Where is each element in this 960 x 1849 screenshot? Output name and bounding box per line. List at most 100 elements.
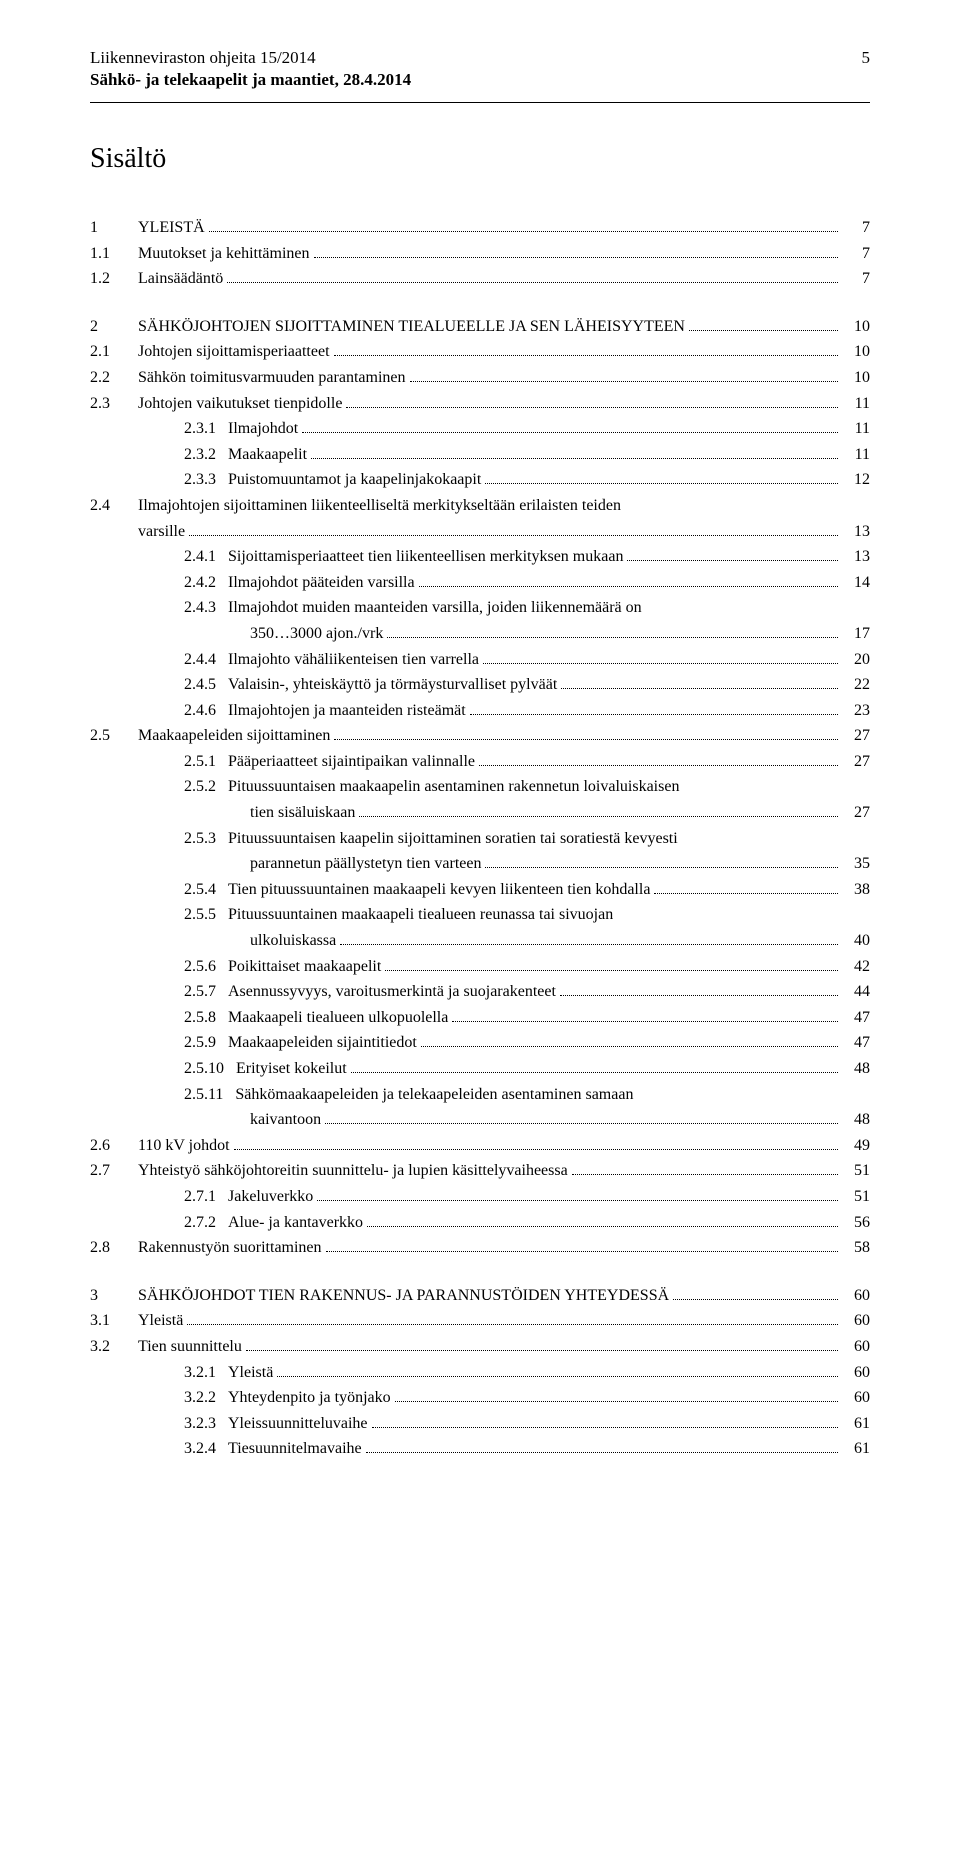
toc-label: tien sisäluiskaan: [250, 800, 355, 826]
toc-entry: 2.4.2 Ilmajohdot pääteiden varsilla 14: [90, 570, 870, 596]
toc-page: 20: [842, 647, 870, 673]
toc-label: Maakaapeleiden sijaintitiedot: [228, 1030, 417, 1056]
header-doc-title: Liikenneviraston ohjeita 15/2014: [90, 48, 316, 68]
toc-label: ulkoluiskassa: [250, 928, 336, 954]
toc-entry: 2.4.4 Ilmajohto vähäliikenteisen tien va…: [90, 647, 870, 673]
toc-page: 35: [842, 851, 870, 877]
toc-dots: [311, 443, 838, 459]
toc-entry: 2.5.10 Erityiset kokeilut 48: [90, 1056, 870, 1082]
toc-entry: 2.5.8 Maakaapeli tiealueen ulkopuolella …: [90, 1005, 870, 1031]
toc-page: 40: [842, 928, 870, 954]
toc-dots: [485, 852, 838, 868]
toc-num: 1.2: [90, 266, 138, 292]
toc-label: SÄHKÖJOHDOT TIEN RAKENNUS- JA PARANNUSTÖ…: [138, 1283, 669, 1309]
toc-dots: [302, 417, 838, 433]
toc-num: 2.3.2: [90, 442, 228, 468]
toc-entry: 3.2.1 Yleistä 60: [90, 1360, 870, 1386]
toc-num: 2.4.4: [90, 647, 228, 673]
toc-dots: [346, 392, 838, 408]
toc-page: 7: [842, 241, 870, 267]
toc-entry: 2.5.6 Poikittaiset maakaapelit 42: [90, 954, 870, 980]
toc-num: 3.2.3: [90, 1411, 228, 1437]
toc-label: Puistomuuntamot ja kaapelinjakokaapit: [228, 467, 481, 493]
toc-label: kaivantoon: [250, 1107, 321, 1133]
toc-num: 2.3.1: [90, 416, 228, 442]
toc-entry: 2.6 110 kV johdot 49: [90, 1133, 870, 1159]
page-number: 5: [862, 48, 871, 68]
toc-label: Yleistä: [228, 1360, 273, 1386]
toc-label: Yhteydenpito ja työnjako: [228, 1385, 391, 1411]
toc-num: 2.1: [90, 339, 138, 365]
toc-entry: 2.4.1 Sijoittamisperiaatteet tien liiken…: [90, 544, 870, 570]
toc-num: 2.2: [90, 365, 138, 391]
toc-label: Ilmajohtojen sijoittaminen liikenteellis…: [138, 493, 621, 519]
toc-entry: 2.4.3 Ilmajohdot muiden maanteiden varsi…: [90, 595, 870, 621]
toc-page: 13: [842, 544, 870, 570]
toc-block-2: 2 SÄHKÖJOHTOJEN SIJOITTAMINEN TIEALUEELL…: [90, 314, 870, 1261]
toc-label: Pituussuuntainen maakaapeli tiealueen re…: [228, 902, 613, 928]
toc-entry: 2.3.2 Maakaapelit 11: [90, 442, 870, 468]
toc-entry: 3.2.3 Yleissuunnitteluvaihe 61: [90, 1411, 870, 1437]
toc-num: 2.5.4: [90, 877, 228, 903]
toc-page: 10: [842, 314, 870, 340]
toc-num: 2.7.1: [90, 1184, 228, 1210]
toc-entry: 2.2 Sähkön toimitusvarmuuden parantamine…: [90, 365, 870, 391]
toc-page: 11: [842, 391, 870, 417]
toc-num: 2.6: [90, 1133, 138, 1159]
toc-entry: 2.7.1 Jakeluverkko 51: [90, 1184, 870, 1210]
toc-entry: 2.4 Ilmajohtojen sijoittaminen liikentee…: [90, 493, 870, 519]
toc-page: 10: [842, 339, 870, 365]
toc-num: 3.2.2: [90, 1385, 228, 1411]
toc-label: Johtojen sijoittamisperiaatteet: [138, 339, 330, 365]
toc-label: Maakaapeli tiealueen ulkopuolella: [228, 1005, 448, 1031]
toc-dots: [479, 750, 838, 766]
toc-dots: [359, 801, 838, 817]
toc-num: 3.1: [90, 1308, 138, 1334]
toc-dots: [277, 1361, 838, 1377]
toc-page: 23: [842, 698, 870, 724]
toc-entry-cont: ulkoluiskassa 40: [90, 928, 870, 954]
toc-page: 47: [842, 1005, 870, 1031]
toc-dots: [410, 366, 839, 382]
toc-entry: 2.1 Johtojen sijoittamisperiaatteet 10: [90, 339, 870, 365]
toc-label: Ilmajohtojen ja maanteiden risteämät: [228, 698, 466, 724]
header-subtitle: Sähkö- ja telekaapelit ja maantiet, 28.4…: [90, 70, 870, 90]
toc-num: 2.5.3: [90, 826, 228, 852]
toc-label: Pääperiaatteet sijaintipaikan valinnalle: [228, 749, 475, 775]
toc-label: Ilmajohdot muiden maanteiden varsilla, j…: [228, 595, 642, 621]
toc-page: 7: [842, 266, 870, 292]
page-title: Sisältö: [90, 143, 870, 175]
toc-dots: [187, 1309, 838, 1325]
toc-entry: 2.5.11 Sähkömaakaapeleiden ja telekaapel…: [90, 1082, 870, 1108]
toc-label: Sähkön toimitusvarmuuden parantaminen: [138, 365, 406, 391]
toc-dots: [419, 571, 838, 587]
toc-entry: 2.5 Maakaapeleiden sijoittaminen 27: [90, 723, 870, 749]
toc-num: 1.1: [90, 241, 138, 267]
toc-label: Yleistä: [138, 1308, 183, 1334]
toc-label: Erityiset kokeilut: [236, 1056, 347, 1082]
toc-num: 2.4: [90, 493, 138, 519]
toc-num: 2.3.3: [90, 467, 228, 493]
toc-label: 110 kV johdot: [138, 1133, 230, 1159]
toc-dots: [387, 622, 838, 638]
toc-entry: 2.8 Rakennustyön suorittaminen 58: [90, 1235, 870, 1261]
toc-num: 2.4.5: [90, 672, 228, 698]
toc-label: Rakennustyön suorittaminen: [138, 1235, 322, 1261]
toc-entry: 1.2 Lainsäädäntö 7: [90, 266, 870, 292]
toc-page: 61: [842, 1436, 870, 1462]
toc-label: Tiesuunnitelmavaihe: [228, 1436, 362, 1462]
toc-num: 2: [90, 314, 138, 340]
toc-label: Valaisin-, yhteiskäyttö ja törmäysturval…: [228, 672, 557, 698]
toc-num: 2.5.7: [90, 979, 228, 1005]
toc-entry: 2.4.6 Ilmajohtojen ja maanteiden risteäm…: [90, 698, 870, 724]
toc-num: 2.5.6: [90, 954, 228, 980]
toc-entry: 2.5.4 Tien pituussuuntainen maakaapeli k…: [90, 877, 870, 903]
toc-num: 2.5.10: [90, 1056, 236, 1082]
toc-dots: [317, 1185, 838, 1201]
toc-dots: [234, 1134, 838, 1150]
toc-entry: 2.5.5 Pituussuuntainen maakaapeli tiealu…: [90, 902, 870, 928]
toc-entry: 3.2.2 Yhteydenpito ja työnjako 60: [90, 1385, 870, 1411]
toc-entry: 3.2 Tien suunnittelu 60: [90, 1334, 870, 1360]
toc-page: 22: [842, 672, 870, 698]
toc-label: Ilmajohdot: [228, 416, 298, 442]
